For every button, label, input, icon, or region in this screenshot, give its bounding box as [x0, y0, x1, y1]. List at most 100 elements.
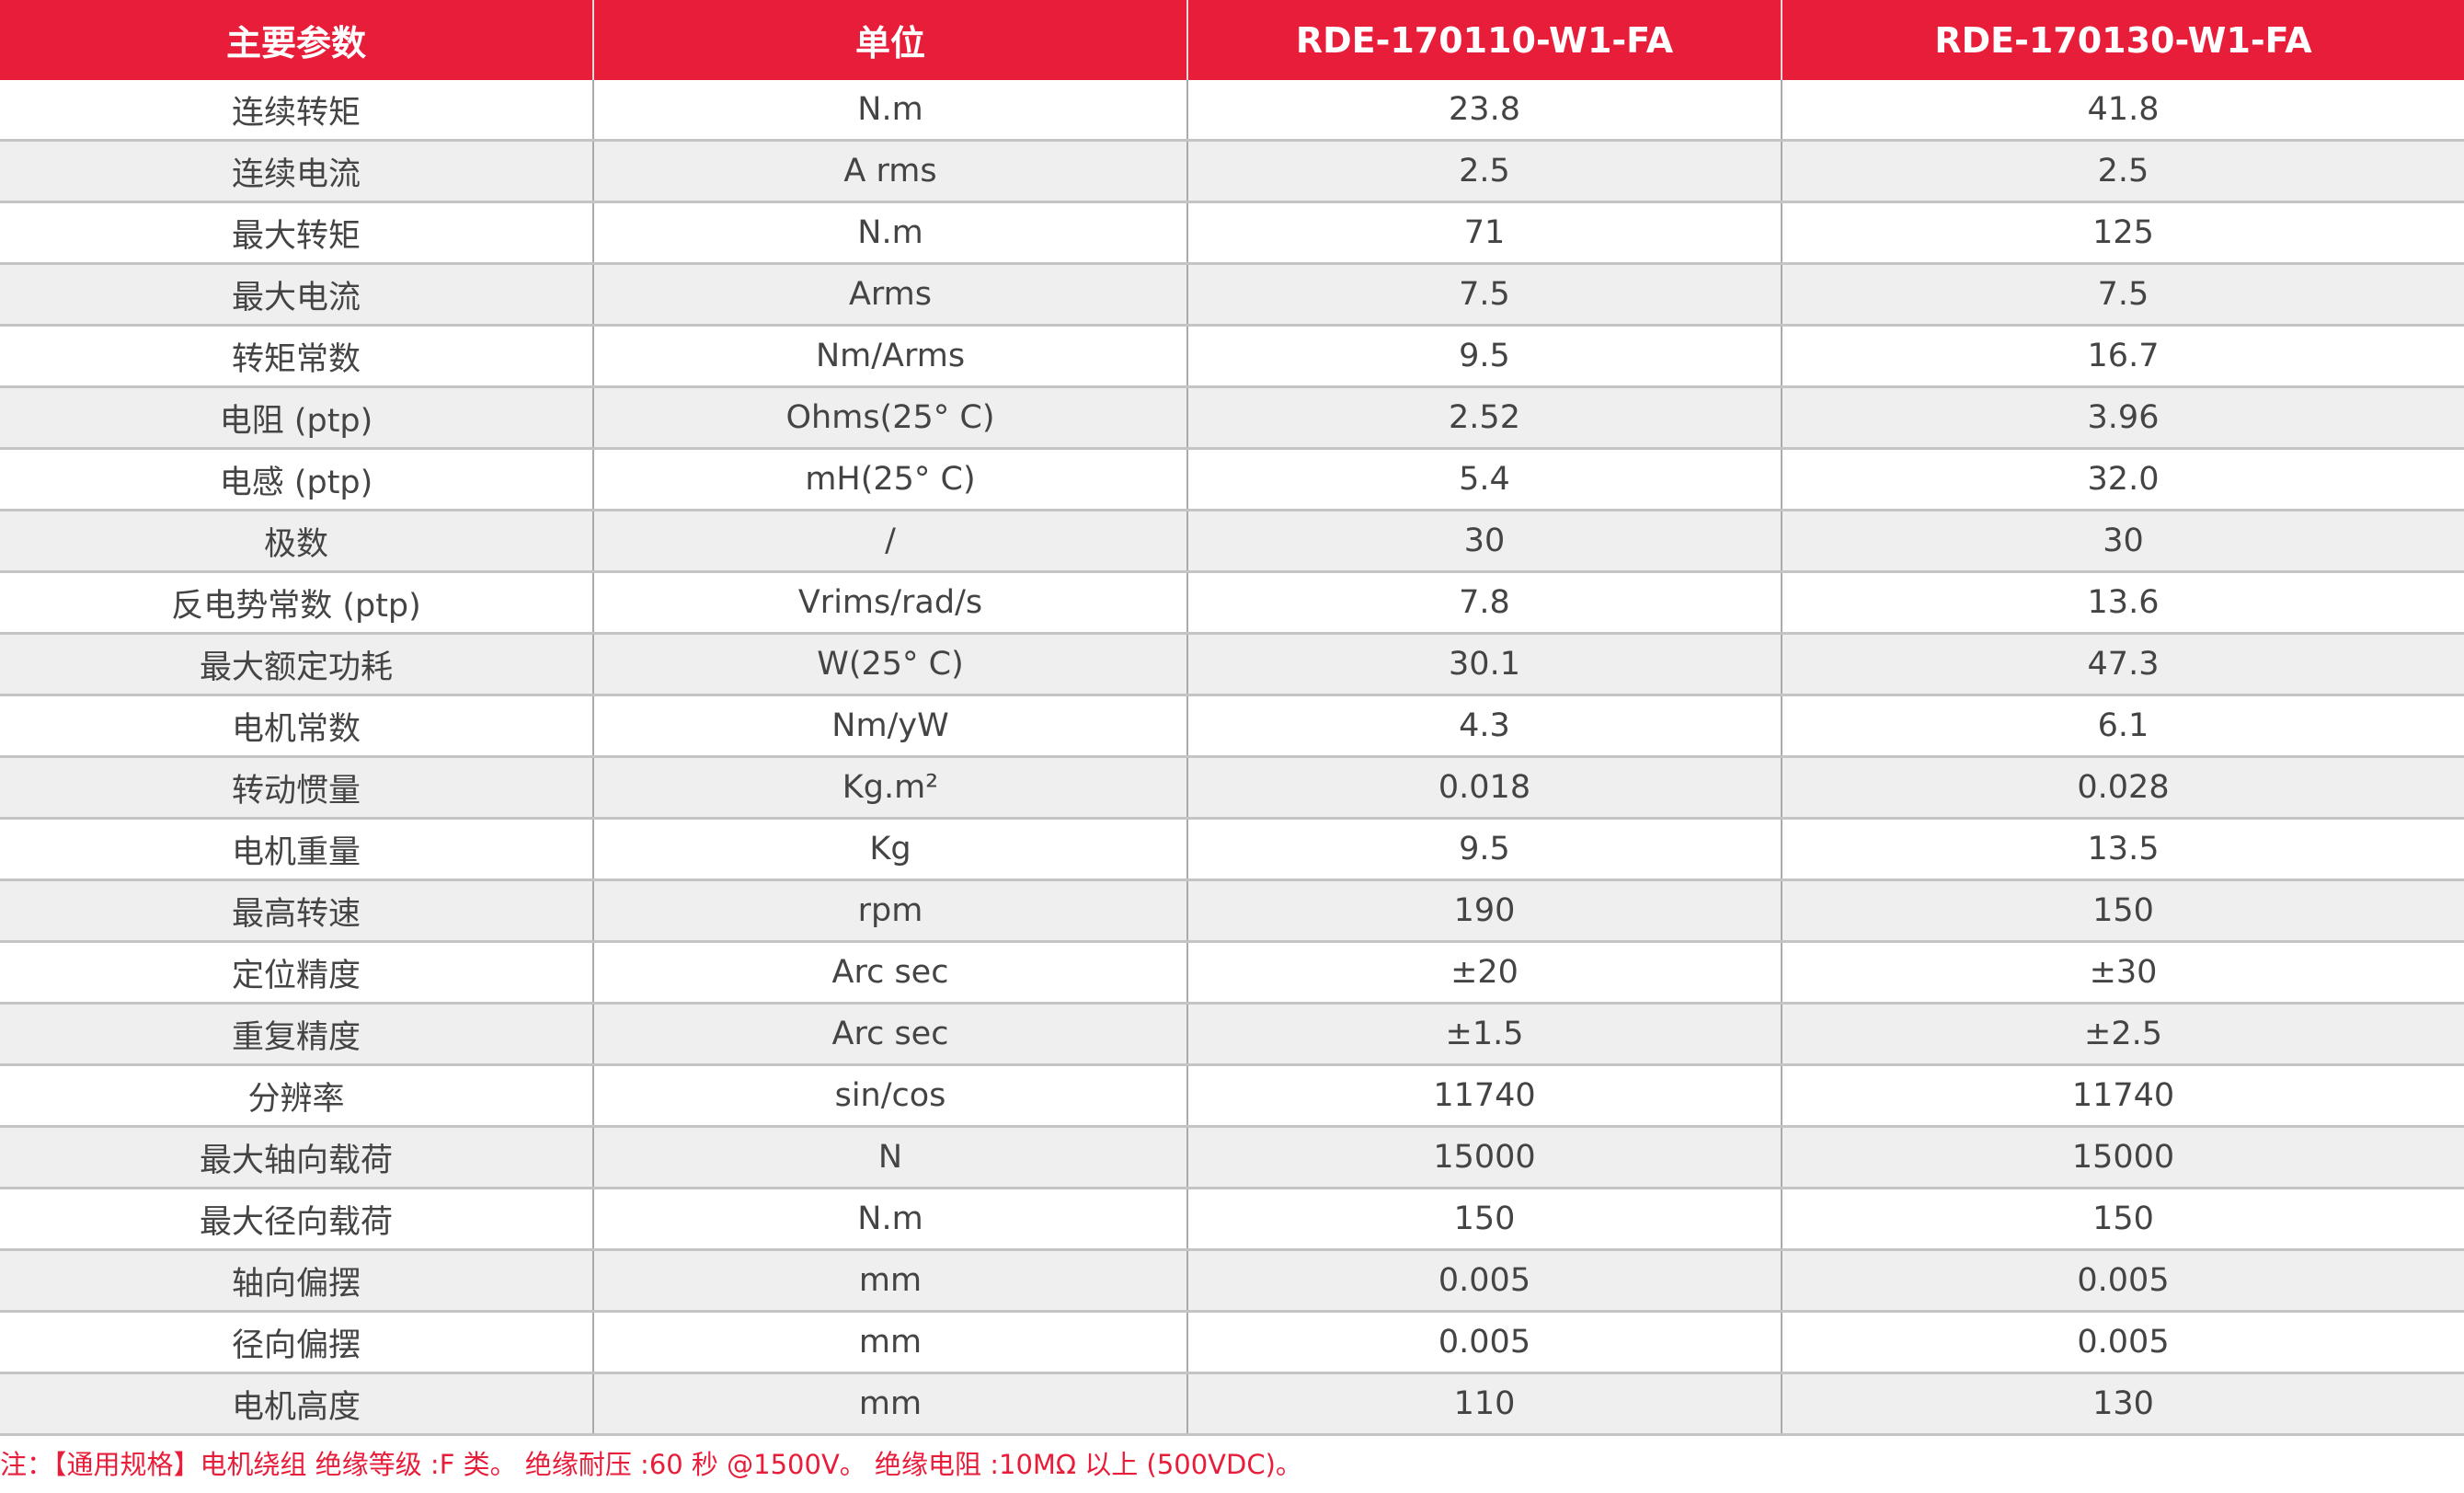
cell-unit: Kg [593, 818, 1188, 881]
header-parameter: 主要参数 [0, 0, 594, 80]
cell-parameter: 极数 [0, 510, 594, 573]
cell-parameter: 最大转矩 [0, 201, 594, 265]
table-row: 转矩常数 Nm/Arms 9.5 16.7 [0, 325, 2464, 388]
cell-model-2: 0.005 [1782, 1249, 2464, 1313]
cell-parameter: 轴向偏摆 [0, 1249, 594, 1313]
cell-parameter: 最大电流 [0, 263, 594, 327]
table-row: 转动惯量 Kg.m² 0.018 0.028 [0, 756, 2464, 820]
table-row: 电阻 (ptp) Ohms(25° C) 2.52 3.96 [0, 386, 2464, 450]
cell-parameter: 转动惯量 [0, 756, 594, 820]
table-row: 电感 (ptp) mH(25° C) 5.4 32.0 [0, 448, 2464, 511]
cell-parameter: 径向偏摆 [0, 1311, 594, 1374]
cell-model-1: 7.8 [1187, 571, 1782, 635]
header-unit: 单位 [593, 0, 1188, 80]
cell-unit: sin/cos [593, 1064, 1188, 1128]
cell-parameter: 电机重量 [0, 818, 594, 881]
cell-model-1: 11740 [1187, 1064, 1782, 1128]
cell-model-2: 13.6 [1782, 571, 2464, 635]
cell-parameter: 电机高度 [0, 1372, 594, 1436]
cell-parameter: 最大径向载荷 [0, 1188, 594, 1251]
table-row: 最大电流 Arms 7.5 7.5 [0, 263, 2464, 327]
cell-unit: A rms [593, 140, 1188, 203]
cell-model-2: 150 [1782, 879, 2464, 943]
table-row: 最大轴向载荷 N 15000 15000 [0, 1126, 2464, 1189]
cell-model-1: ±20 [1187, 941, 1782, 1005]
cell-model-2: 47.3 [1782, 633, 2464, 696]
cell-model-1: 9.5 [1187, 325, 1782, 388]
cell-unit: Vrims/rad/s [593, 571, 1188, 635]
cell-model-1: ±1.5 [1187, 1003, 1782, 1066]
table-row: 极数/30 30 [0, 510, 2464, 573]
cell-unit: mm [593, 1249, 1188, 1313]
cell-model-2: 0.028 [1782, 756, 2464, 820]
header-row: 主要参数 单位 RDE-170110-W1-FA RDE-170130-W1-FA [0, 0, 2464, 80]
cell-parameter: 转矩常数 [0, 325, 594, 388]
cell-model-2: ±30 [1782, 941, 2464, 1005]
cell-unit: Nm/yW [593, 695, 1188, 758]
spec-table: 主要参数 单位 RDE-170110-W1-FA RDE-170130-W1-FA 连… [0, 0, 2464, 1436]
cell-unit: mm [593, 1311, 1188, 1374]
cell-model-2: 30 [1782, 510, 2464, 573]
cell-model-2: 15000 [1782, 1126, 2464, 1189]
table-row: 重复精度 Arc sec ±1.5 ±2.5 [0, 1003, 2464, 1066]
cell-unit: Arms [593, 263, 1188, 327]
cell-parameter: 重复精度 [0, 1003, 594, 1066]
header-model-2: RDE-170130-W1-FA [1782, 0, 2464, 80]
table-row: 最大径向载荷 N.m 150 150 [0, 1188, 2464, 1251]
table-row: 最大额定功耗 W(25° C) 30.1 47.3 [0, 633, 2464, 696]
table-row: 最大转矩 N.m 71 125 [0, 201, 2464, 265]
cell-unit: N.m [593, 201, 1188, 265]
cell-model-2: 16.7 [1782, 325, 2464, 388]
cell-parameter: 电阻 (ptp) [0, 386, 594, 450]
cell-model-1: 30.1 [1187, 633, 1782, 696]
table-row: 最高转速 rpm 190 150 [0, 879, 2464, 943]
cell-parameter: 反电势常数 (ptp) [0, 571, 594, 635]
cell-model-2: 7.5 [1782, 263, 2464, 327]
cell-unit: N.m [593, 1188, 1188, 1251]
cell-model-1: 0.018 [1187, 756, 1782, 820]
cell-model-1: 190 [1187, 879, 1782, 943]
cell-unit: Nm/Arms [593, 325, 1188, 388]
table-row: 电机常数 Nm/yW 4.3 6.1 [0, 695, 2464, 758]
table-row: 定位精度 Arc sec ±20 ±30 [0, 941, 2464, 1005]
cell-model-1: 2.5 [1187, 140, 1782, 203]
cell-unit: mm [593, 1372, 1188, 1436]
cell-parameter: 最高转速 [0, 879, 594, 943]
cell-parameter: 最大轴向载荷 [0, 1126, 594, 1189]
cell-parameter: 分辨率 [0, 1064, 594, 1128]
cell-model-1: 5.4 [1187, 448, 1782, 511]
cell-unit: / [593, 510, 1188, 573]
table-row: 电机重量 Kg 9.5 13.5 [0, 818, 2464, 881]
cell-parameter: 连续电流 [0, 140, 594, 203]
cell-model-1: 2.52 [1187, 386, 1782, 450]
cell-unit: Arc sec [593, 941, 1188, 1005]
header-model-1: RDE-170110-W1-FA [1187, 0, 1782, 80]
table-row: 径向偏摆 mm 0.005 0.005 [0, 1311, 2464, 1374]
cell-model-1: 110 [1187, 1372, 1782, 1436]
cell-model-2: 13.5 [1782, 818, 2464, 881]
cell-parameter: 最大额定功耗 [0, 633, 594, 696]
table-row: 轴向偏摆 mm 0.005 0.005 [0, 1249, 2464, 1313]
cell-model-2: 41.8 [1782, 80, 2464, 142]
table-row: 分辨率 sin/cos 11740 11740 [0, 1064, 2464, 1128]
cell-model-2: 125 [1782, 201, 2464, 265]
cell-unit: N [593, 1126, 1188, 1189]
cell-model-1: 150 [1187, 1188, 1782, 1251]
cell-model-2: 150 [1782, 1188, 2464, 1251]
cell-unit: rpm [593, 879, 1188, 943]
cell-model-1: 4.3 [1187, 695, 1782, 758]
cell-model-2: 2.5 [1782, 140, 2464, 203]
cell-model-1: 0.005 [1187, 1249, 1782, 1313]
cell-parameter: 电感 (ptp) [0, 448, 594, 511]
cell-model-2: 0.005 [1782, 1311, 2464, 1374]
cell-model-2: 32.0 [1782, 448, 2464, 511]
cell-model-1: 71 [1187, 201, 1782, 265]
cell-model-2: 6.1 [1782, 695, 2464, 758]
cell-model-1: 15000 [1187, 1126, 1782, 1189]
table-row: 连续电流 A rms 2.5 2.5 [0, 140, 2464, 203]
cell-model-1: 30 [1187, 510, 1782, 573]
cell-model-1: 7.5 [1187, 263, 1782, 327]
cell-model-1: 23.8 [1187, 80, 1782, 142]
cell-unit: Ohms(25° C) [593, 386, 1188, 450]
cell-parameter: 定位精度 [0, 941, 594, 1005]
